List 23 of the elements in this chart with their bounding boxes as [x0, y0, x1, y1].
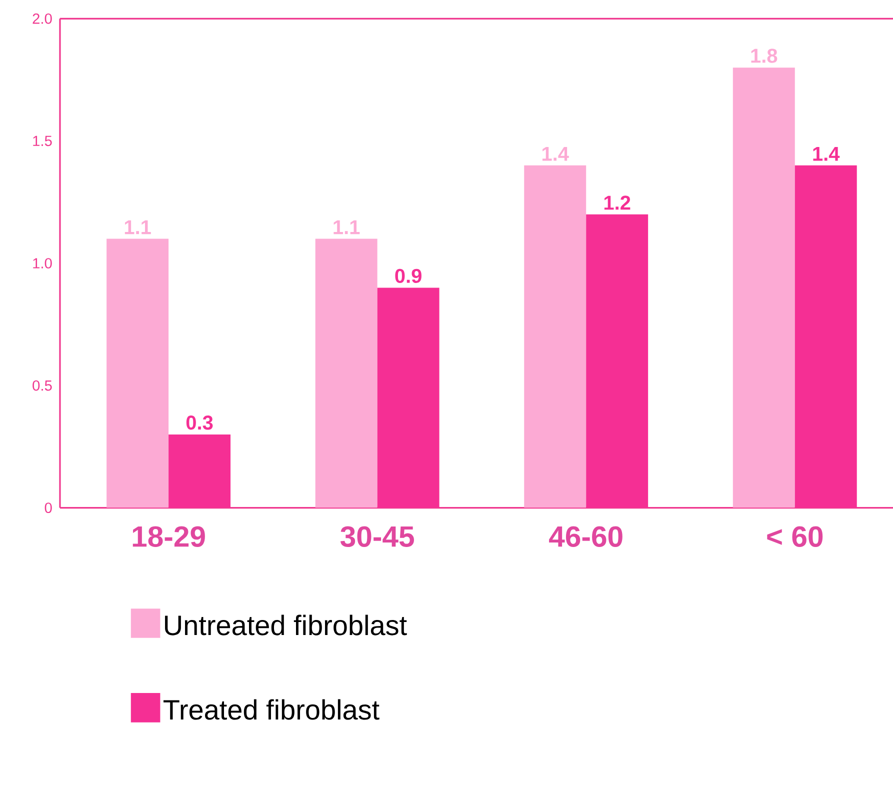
x-tick-label: 18-29 [132, 526, 205, 547]
y-tick-label: 0 [44, 502, 52, 513]
data-label: 1.2 [604, 196, 630, 210]
bar [732, 68, 795, 508]
data-label: 1.4 [542, 146, 569, 161]
data-label: 0.9 [395, 268, 422, 283]
bar [315, 238, 378, 508]
legend-label: Treated fibroblast [164, 699, 380, 720]
y-tick-label: 1.0 [33, 258, 52, 268]
x-tick-label: 46-60 [549, 526, 622, 547]
data-label: 1.8 [751, 48, 778, 63]
data-label: 0.3 [186, 416, 213, 430]
data-label: 1.1 [334, 220, 360, 234]
x-tick-label: < 60 [767, 526, 823, 547]
legend-label: Untreated fibroblast [165, 614, 407, 636]
bar [524, 165, 586, 508]
data-label: 1.1 [124, 220, 151, 234]
x-tick-label: 30-45 [340, 526, 414, 547]
bar [106, 238, 169, 508]
y-tick-label: 0.5 [32, 380, 52, 391]
y-tick-label: 1.5 [33, 136, 52, 146]
data-label: 1.4 [813, 146, 840, 161]
y-tick-label: 2.0 [32, 13, 52, 24]
